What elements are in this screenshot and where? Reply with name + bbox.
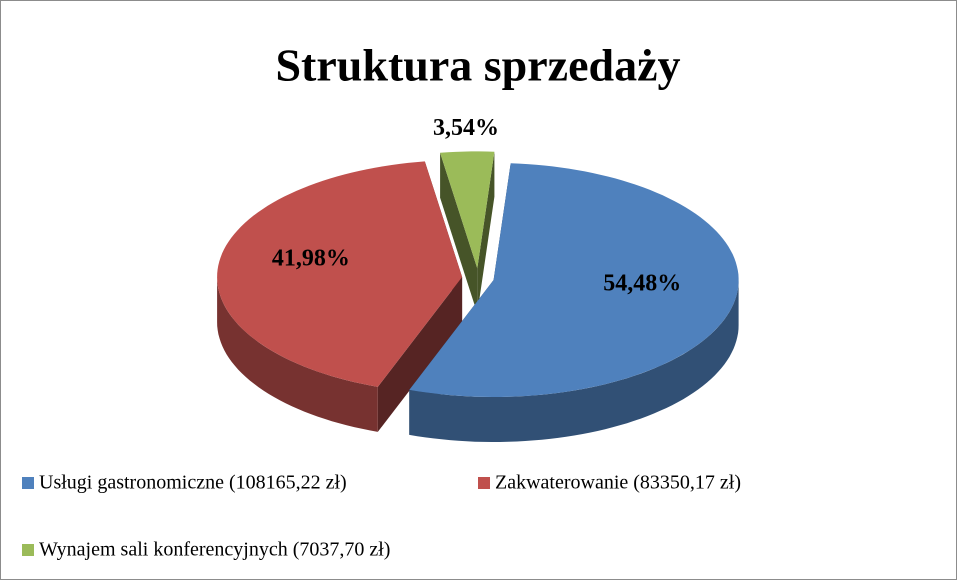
data-label: 41,98% [272, 245, 350, 271]
pie [217, 151, 739, 442]
legend-swatch [478, 477, 490, 489]
slice-wall [440, 152, 478, 314]
chart-title: Struktura sprzedaży [275, 40, 680, 91]
legend-swatch [22, 477, 34, 489]
slice [217, 161, 463, 387]
data-label: 3,54% [433, 115, 499, 141]
legend-label: Wynajem sali konferencyjnych (7037,70 zł… [39, 539, 390, 561]
slice [440, 151, 495, 269]
slice-side [217, 277, 378, 432]
slice-wall [377, 277, 463, 432]
slice-wall [477, 151, 495, 314]
legend-label: Zakwaterowanie (83350,17 zł) [495, 472, 741, 494]
slice-side [409, 280, 739, 442]
data-label: 54,48% [603, 271, 681, 297]
slice [409, 163, 739, 397]
legend-label: Usługi gastronomiczne (108165,22 zł) [39, 472, 347, 494]
legend-swatch [22, 544, 34, 556]
